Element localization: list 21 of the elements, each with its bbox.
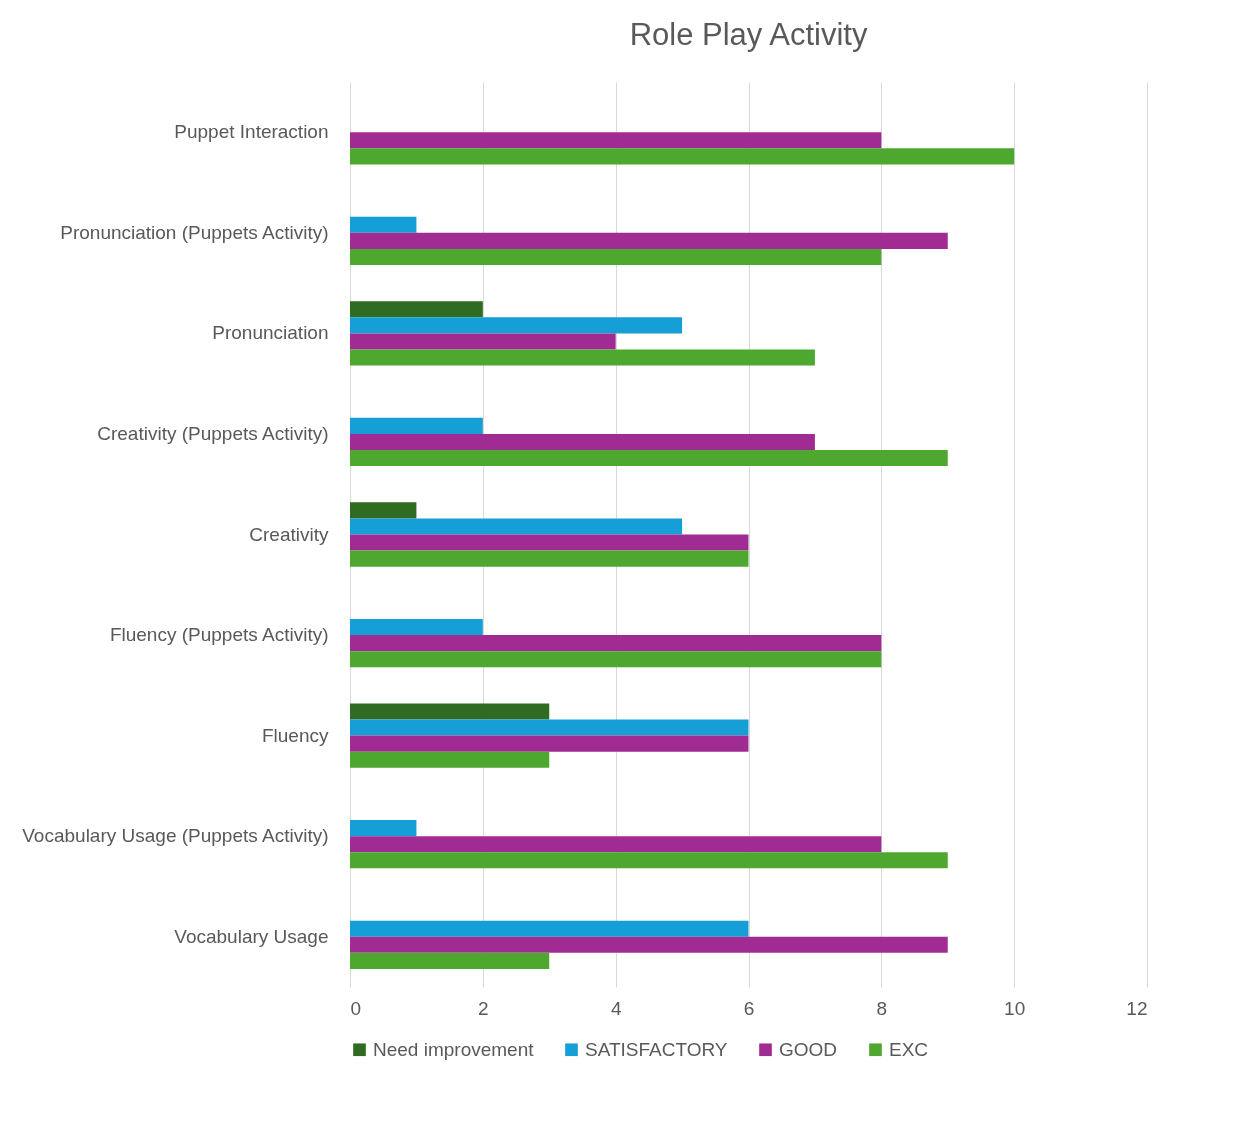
x-tick-label: 6 (743, 997, 755, 1019)
y-tick-label: Creativity (249, 523, 329, 545)
chart-title: Role Play Activity (629, 17, 868, 52)
legend-label: GOOD (779, 1038, 838, 1060)
x-tick-label: 12 (1126, 997, 1148, 1019)
x-tick-label: 0 (350, 997, 362, 1019)
y-tick-label: Pronunciation (212, 322, 329, 344)
legend-label: EXC (889, 1038, 929, 1060)
y-tick-label: Fluency (Puppets Activity) (109, 624, 329, 646)
y-tick-label: Vocabulary Usage (174, 925, 329, 947)
y-tick-label: Puppet Interaction (174, 121, 329, 143)
legend-label: Need improvement (373, 1038, 535, 1060)
y-tick-label: Creativity (Puppets Activity) (97, 422, 329, 444)
x-tick-label: 2 (478, 997, 489, 1019)
legend-label: SATISFACTORY (585, 1038, 728, 1060)
x-tick-label: 8 (876, 997, 888, 1019)
x-tick-label: 4 (610, 997, 622, 1019)
y-tick-label: Vocabulary Usage (Puppets Activity) (22, 825, 329, 847)
y-tick-label: Fluency (261, 724, 329, 746)
x-tick-label: 10 (1004, 997, 1026, 1019)
y-tick-label: Pronunciation (Puppets Activity) (60, 221, 329, 243)
